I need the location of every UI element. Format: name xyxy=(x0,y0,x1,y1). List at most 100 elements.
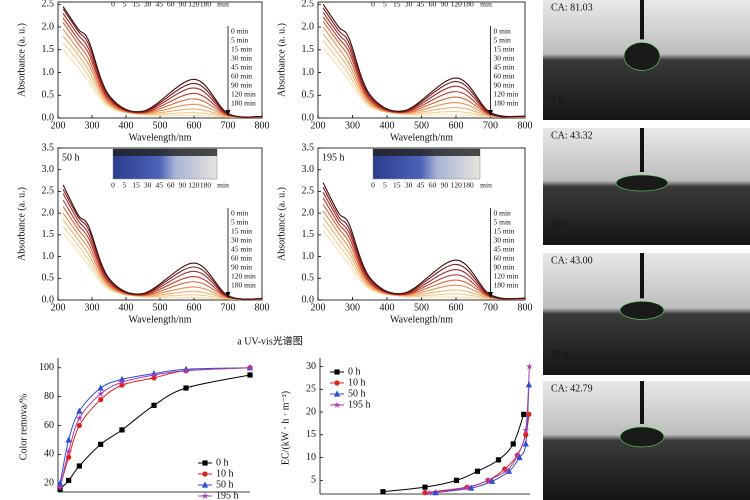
contact-angle: CA: 43.32 xyxy=(551,130,593,141)
y-tick-label: 0.0 xyxy=(42,294,55,305)
legend-label: 15 min xyxy=(231,45,252,54)
spectrum-line xyxy=(322,7,525,118)
y-tick-label: 1.0 xyxy=(42,67,55,78)
contact-angle: CA: 43.00 xyxy=(551,255,593,266)
legend-label: 195 h xyxy=(348,399,371,410)
droplet xyxy=(619,426,665,448)
vial-label: 90 xyxy=(441,0,449,9)
vial-label: 60 xyxy=(429,0,437,9)
marker xyxy=(422,490,428,496)
x-axis-label: Wavelength/nm xyxy=(390,132,453,143)
marker xyxy=(525,381,533,388)
marker xyxy=(380,489,386,495)
x-tick-label: 600 xyxy=(449,120,464,131)
x-tick-label: 500 xyxy=(414,302,429,313)
marker xyxy=(513,451,521,459)
legend-label: 60 min xyxy=(231,72,252,81)
marker xyxy=(495,457,502,463)
marker xyxy=(150,371,158,378)
legend-label: 50 h xyxy=(348,388,366,399)
series-group xyxy=(62,6,262,118)
vial-label: min xyxy=(217,0,229,9)
y-tick-label: 5 xyxy=(311,475,316,486)
x-tick-label: 300 xyxy=(85,120,100,131)
spectrum-line xyxy=(62,184,262,300)
caption: a UV-vis光谱图 xyxy=(237,334,302,347)
legend-marker xyxy=(201,481,209,488)
x-tick-label: 700 xyxy=(483,302,498,313)
vial-label: 30 xyxy=(144,181,152,190)
y-tick-label: 2.5 xyxy=(302,0,315,10)
legend-label: 60 min xyxy=(231,254,252,263)
vial-label: 0 xyxy=(371,0,375,9)
x-axis-label: Wavelength/nm xyxy=(390,314,453,325)
legend-label: 45 min xyxy=(231,245,252,254)
legend-label: 10 h xyxy=(216,468,234,479)
legend-label: 15 min xyxy=(231,227,252,236)
time-label: 50 h xyxy=(551,349,569,360)
series-group xyxy=(322,3,525,118)
vial-label: 180 xyxy=(462,181,474,190)
legend-label: 30 min xyxy=(494,54,515,63)
arrow-head xyxy=(488,110,493,116)
marker xyxy=(57,486,63,492)
marker xyxy=(98,441,104,447)
vial-label: 120 xyxy=(188,0,200,9)
series-group xyxy=(62,184,262,300)
legend-label: 45 min xyxy=(231,63,252,72)
vial-label: 30 xyxy=(405,181,413,190)
x-tick-label: 700 xyxy=(221,302,236,313)
y-tick-label: 20 xyxy=(306,406,316,417)
marker xyxy=(516,453,523,461)
y-tick-label: 1.0 xyxy=(42,251,55,262)
marker xyxy=(522,440,529,447)
x-tick-label: 800 xyxy=(255,302,270,313)
spectrum-line xyxy=(322,33,525,118)
x-tick-label: 800 xyxy=(518,302,533,313)
marker xyxy=(119,427,125,433)
spectrum-line xyxy=(322,16,525,118)
x-tick-label: 800 xyxy=(518,120,533,131)
legend-label: 15 min xyxy=(494,45,515,54)
legend-label: 0 h xyxy=(216,457,229,468)
x-tick-label: 400 xyxy=(119,302,134,313)
x-tick-label: 500 xyxy=(153,120,168,131)
y-tick-label: 2.0 xyxy=(302,207,315,218)
legend-label: 5 min xyxy=(231,36,249,45)
vial-label: 45 xyxy=(155,0,163,9)
arrow-head xyxy=(225,110,231,116)
vial-label: 90 xyxy=(179,181,187,190)
marker xyxy=(76,463,82,469)
legend-marker xyxy=(201,492,209,499)
legend-label: 0 min xyxy=(231,27,249,36)
marker xyxy=(118,378,126,386)
marker xyxy=(98,396,104,403)
marker xyxy=(422,484,428,490)
vial-label: 5 xyxy=(383,0,387,9)
y-tick-label: 100 xyxy=(39,362,54,373)
marker xyxy=(76,422,82,429)
legend-label: 60 min xyxy=(494,72,515,81)
y-tick-label: 1.5 xyxy=(302,229,315,240)
y-tick-label: 0.5 xyxy=(302,273,315,284)
y-tick-label: 3.5 xyxy=(42,142,55,153)
legend-label: 45 min xyxy=(494,245,515,254)
marker xyxy=(151,402,157,408)
legend-marker xyxy=(334,380,340,386)
y-axis-label: Absorbance (a. u.) xyxy=(16,187,27,261)
y-tick-label: 20 xyxy=(44,478,54,489)
vial-label: 120 xyxy=(451,181,463,190)
vial-label: 45 xyxy=(417,0,425,9)
legend-label: 30 min xyxy=(494,236,515,245)
marker xyxy=(57,479,64,486)
x-tick-label: 600 xyxy=(449,302,464,313)
marker xyxy=(474,468,481,474)
legend-label: 120 min xyxy=(494,90,519,99)
x-tick-label: 200 xyxy=(51,302,66,313)
y-tick-label: 0.5 xyxy=(42,273,55,284)
x-tick-label: 700 xyxy=(483,120,498,131)
marker xyxy=(182,367,190,374)
legend-marker xyxy=(333,401,341,408)
legend-label: 90 min xyxy=(494,81,515,90)
x-tick-label: 300 xyxy=(345,302,360,313)
